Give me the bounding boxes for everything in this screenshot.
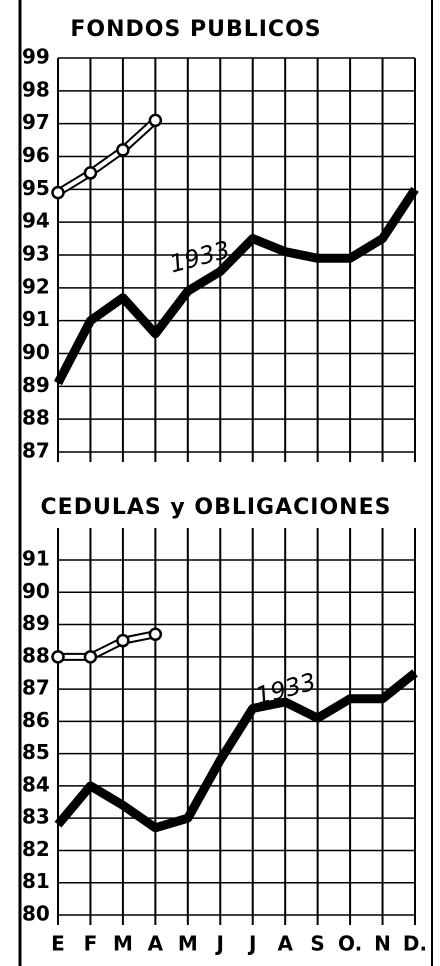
y-tick-label: 94 (22, 209, 50, 233)
series-point (51, 185, 65, 200)
x-tick-label: M (178, 932, 198, 956)
series-point (116, 633, 130, 648)
y-tick-label: 80 (22, 902, 50, 926)
y-tick-label: 86 (22, 708, 50, 732)
y-tick-label: 87 (22, 439, 50, 463)
series-line (54, 669, 418, 833)
chart-title: FONDOS PUBLICOS (70, 17, 321, 42)
x-tick-label: S (310, 932, 324, 956)
y-tick-label: 95 (22, 176, 50, 200)
y-tick-label: 91 (22, 307, 50, 331)
series-point (116, 143, 130, 157)
series-point (148, 627, 163, 641)
y-tick-label: 89 (22, 373, 50, 397)
y-tick-label: 84 (22, 772, 50, 796)
y-tick-label: 82 (22, 837, 50, 861)
y-tick-label: 89 (22, 611, 50, 635)
y-tick-label: 92 (22, 274, 50, 298)
x-tick-label: A (148, 932, 164, 956)
series-line (58, 632, 156, 659)
y-tick-label: 96 (22, 143, 50, 167)
series-line (54, 186, 419, 386)
x-tick-label: D. (403, 932, 427, 956)
x-tick-label: J (215, 932, 224, 956)
y-tick-label: 93 (22, 242, 50, 266)
series-point (148, 113, 163, 128)
series-point (83, 650, 98, 664)
x-tick-label: F (84, 932, 98, 956)
x-tick-label: E (51, 932, 65, 956)
y-tick-label: 81 (22, 869, 50, 893)
y-tick-label: 88 (22, 406, 50, 430)
x-tick-label: J (247, 932, 256, 956)
series-point (83, 166, 98, 180)
y-tick-label: 90 (22, 340, 50, 364)
y-tick-label: 85 (22, 740, 50, 764)
y-tick-label: 88 (22, 643, 50, 667)
series-point (51, 650, 65, 664)
y-tick-label: 90 (22, 579, 50, 603)
y-tick-label: 98 (22, 77, 50, 101)
y-tick-label: 97 (22, 110, 50, 134)
x-tick-label: N (374, 932, 391, 956)
chart-title: CEDULAS y OBLIGACIONES (41, 495, 392, 520)
y-tick-label: 91 (22, 547, 50, 571)
y-tick-label: 87 (22, 676, 50, 700)
x-tick-label: O. (338, 932, 362, 956)
series-line (56, 118, 157, 195)
x-tick-label: A (277, 932, 293, 956)
y-tick-label: 99 (22, 45, 50, 69)
y-tick-label: 83 (22, 805, 50, 829)
x-tick-label: M (113, 932, 133, 956)
